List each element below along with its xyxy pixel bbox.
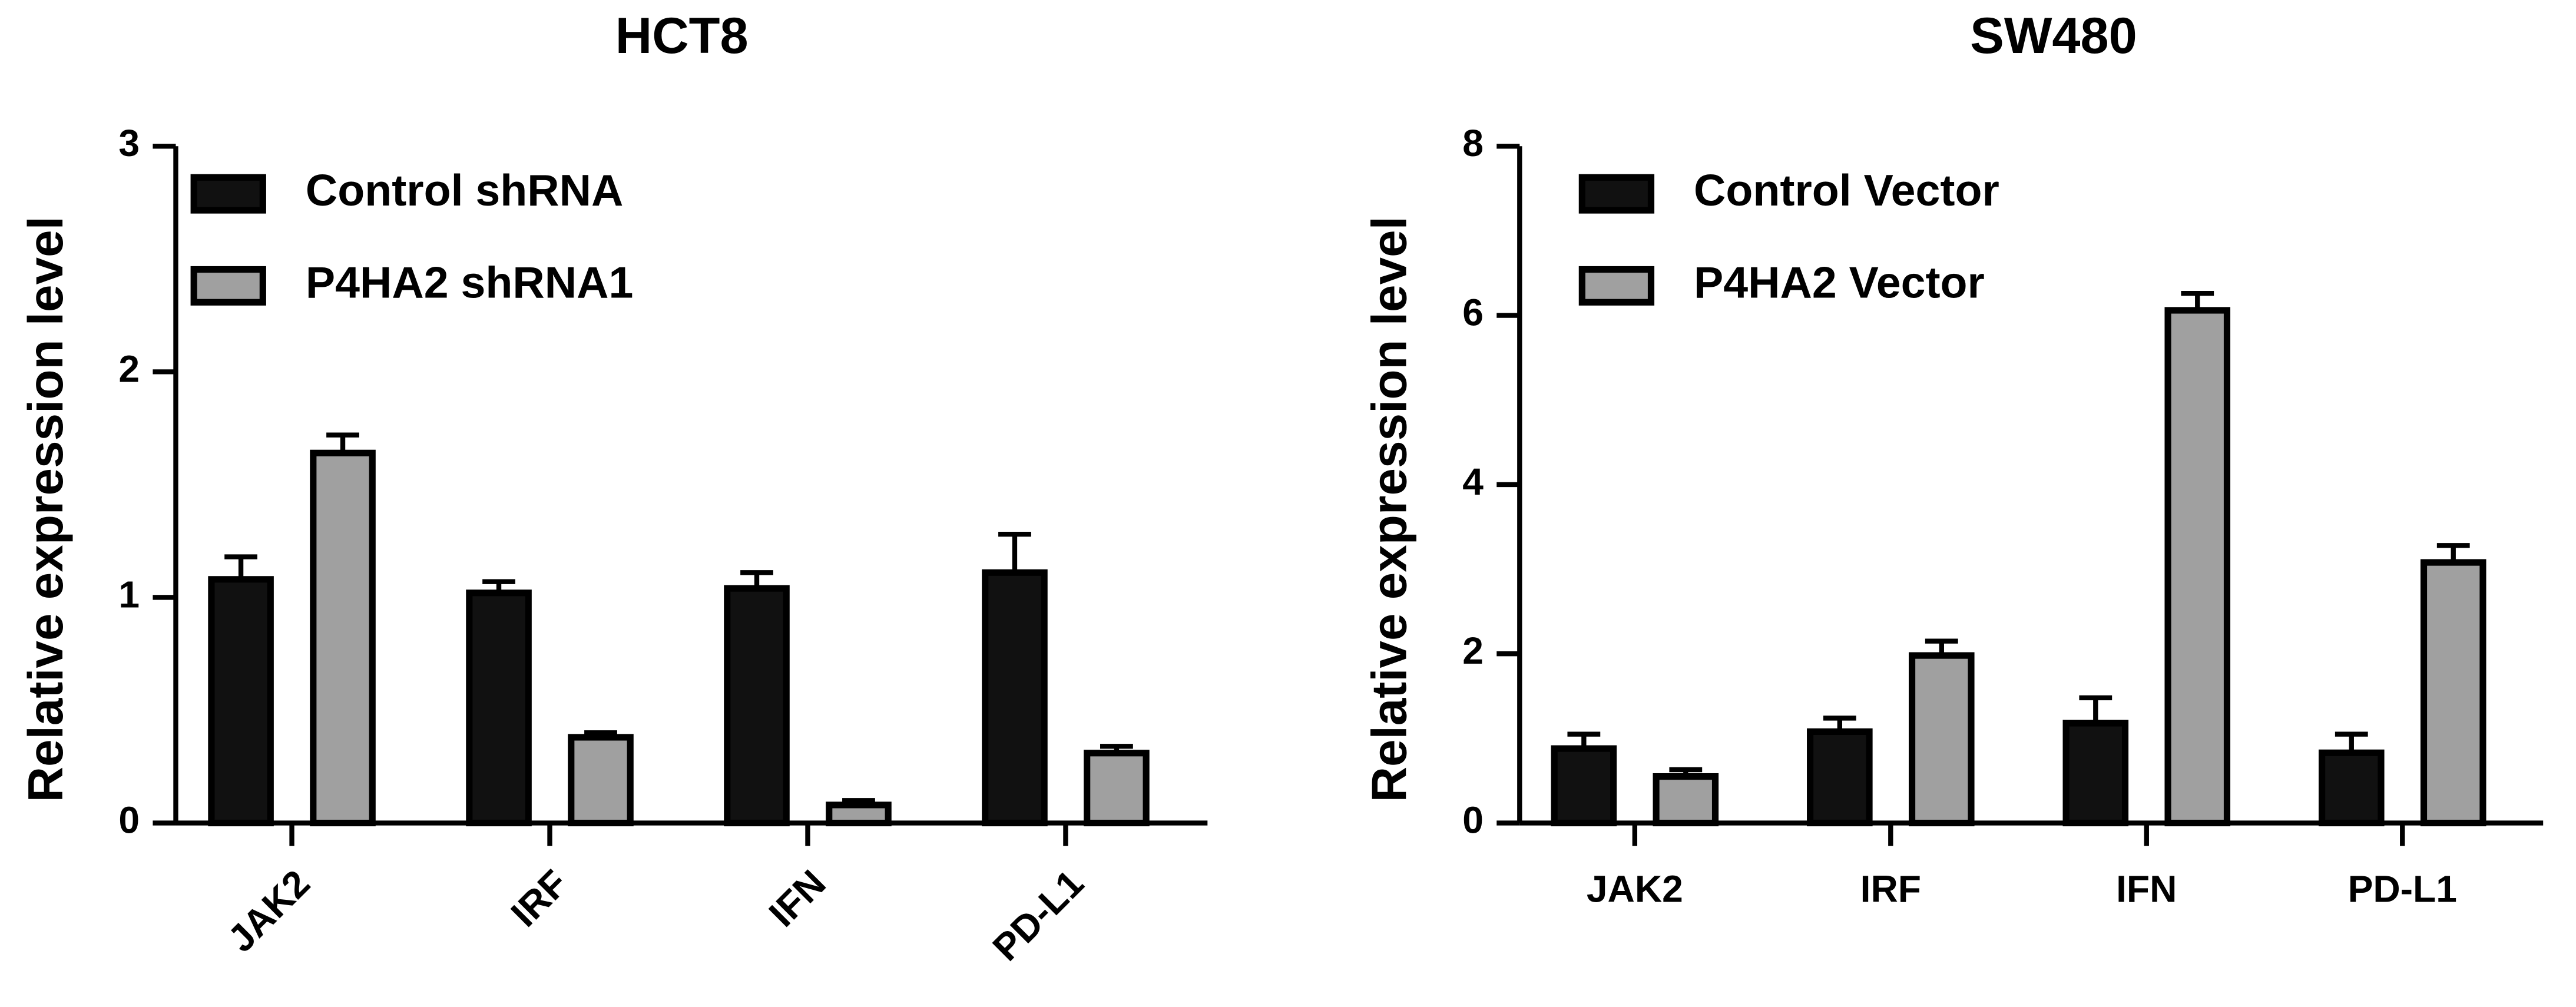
x-tick-label: JAK2 xyxy=(1587,868,1683,910)
x-tick-label: PD-L1 xyxy=(985,862,1092,969)
y-tick-label: 0 xyxy=(1462,799,1484,842)
x-tick-label: IFN xyxy=(761,862,834,935)
x-tick-label: JAK2 xyxy=(220,862,318,960)
x-tick-label: IRF xyxy=(503,862,576,935)
bar xyxy=(2318,749,2385,827)
y-tick-label: 1 xyxy=(118,573,140,615)
legend-swatch xyxy=(190,266,266,306)
legend-label: P4HA2 Vector xyxy=(1694,257,1985,307)
x-tick-label: IRF xyxy=(1860,868,1921,910)
y-tick-label: 2 xyxy=(1462,630,1484,672)
y-tick-label: 8 xyxy=(1462,122,1484,164)
legend-swatch xyxy=(1578,174,1655,214)
y-tick-label: 0 xyxy=(118,799,140,842)
bar xyxy=(568,734,634,827)
y-tick-label: 3 xyxy=(118,122,140,164)
bar xyxy=(466,589,532,827)
y-axis-label: Relative expression level xyxy=(18,216,73,802)
legend-swatch xyxy=(1578,266,1655,306)
legend-label: Control shRNA xyxy=(306,165,624,215)
bar xyxy=(982,569,1048,827)
y-tick-label: 2 xyxy=(118,347,140,390)
bar xyxy=(310,449,376,827)
bar xyxy=(1084,750,1150,827)
x-tick-label: IFN xyxy=(2116,868,2177,910)
bar xyxy=(1653,773,1719,827)
y-tick-label: 4 xyxy=(1462,461,1484,503)
bar xyxy=(208,576,274,827)
bar xyxy=(2420,559,2486,827)
x-tick-label: PD-L1 xyxy=(2348,868,2457,910)
bar xyxy=(826,801,892,827)
bar xyxy=(724,585,790,827)
bar xyxy=(1807,728,1873,827)
legend-label: P4HA2 shRNA1 xyxy=(306,257,634,307)
y-tick-label: 6 xyxy=(1462,292,1484,334)
legend-label: Control Vector xyxy=(1694,165,1999,215)
y-axis-label: Relative expression level xyxy=(1362,216,1417,802)
legend-swatch xyxy=(190,174,266,214)
bar xyxy=(2062,720,2129,827)
bar xyxy=(1908,652,1975,827)
bar xyxy=(2164,307,2231,827)
chart-title: SW480 xyxy=(1970,8,2137,64)
chart-title: HCT8 xyxy=(615,8,749,64)
bar xyxy=(1551,745,1617,827)
